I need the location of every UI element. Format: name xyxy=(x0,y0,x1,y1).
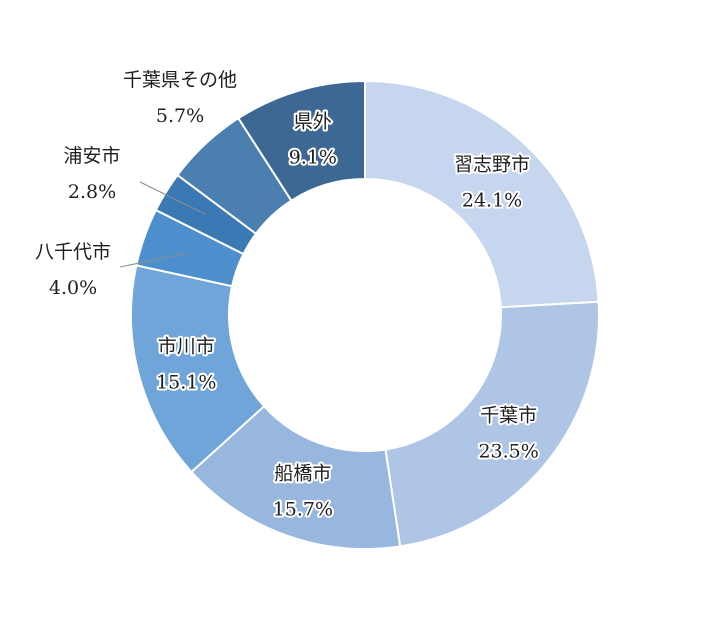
slice-label-1: 千葉市 23.5% xyxy=(478,405,538,463)
slice-category-label: 八千代市 xyxy=(35,241,111,263)
donut-slice-2 xyxy=(190,404,402,550)
slice-value-label: 23.5% xyxy=(478,441,538,463)
slice-category-label: 習志野市 xyxy=(454,154,530,176)
slices-group xyxy=(130,79,600,550)
slice-label-7: 県外 9.1% xyxy=(289,111,337,169)
slice-category-label: 浦安市 xyxy=(63,145,120,167)
slice-value-label: 15.1% xyxy=(156,372,216,394)
slice-value-label: 4.0% xyxy=(49,277,97,299)
donut-slice-0 xyxy=(364,79,600,309)
leader-line-4 xyxy=(119,252,189,268)
slice-category-label: 千葉県その他 xyxy=(123,69,237,91)
slice-value-label: 5.7% xyxy=(156,105,204,127)
donut-slice-7 xyxy=(236,79,366,203)
slice-value-label: 9.1% xyxy=(289,147,337,169)
slice-label-4: 八千代市 4.0% xyxy=(35,241,111,299)
leader-line-5 xyxy=(139,181,206,215)
slice-category-label: 千葉市 xyxy=(480,405,537,427)
slice-label-0: 習志野市 24.1% xyxy=(454,154,530,212)
slice-label-6: 千葉県その他 5.7% xyxy=(123,69,237,127)
slice-value-label: 24.1% xyxy=(462,190,522,212)
slice-value-label: 15.7% xyxy=(273,498,333,520)
leader-lines-group xyxy=(119,181,206,268)
slice-label-3: 市川市 15.1% xyxy=(156,336,216,394)
slice-label-5: 浦安市 2.8% xyxy=(63,145,120,203)
slice-value-label: 2.8% xyxy=(68,181,116,203)
labels-group: 習志野市 24.1% 千葉市 23.5% 船橋市 15.7% 市川市 15.1% 八千代市 4.0… xyxy=(35,69,541,522)
slice-label-2: 船橋市 15.7% xyxy=(273,462,333,520)
slice-category-label: 船橋市 xyxy=(274,462,331,484)
slice-category-label: 市川市 xyxy=(158,336,215,358)
slice-category-label: 県外 xyxy=(294,111,332,133)
donut-slice-1 xyxy=(384,300,600,548)
